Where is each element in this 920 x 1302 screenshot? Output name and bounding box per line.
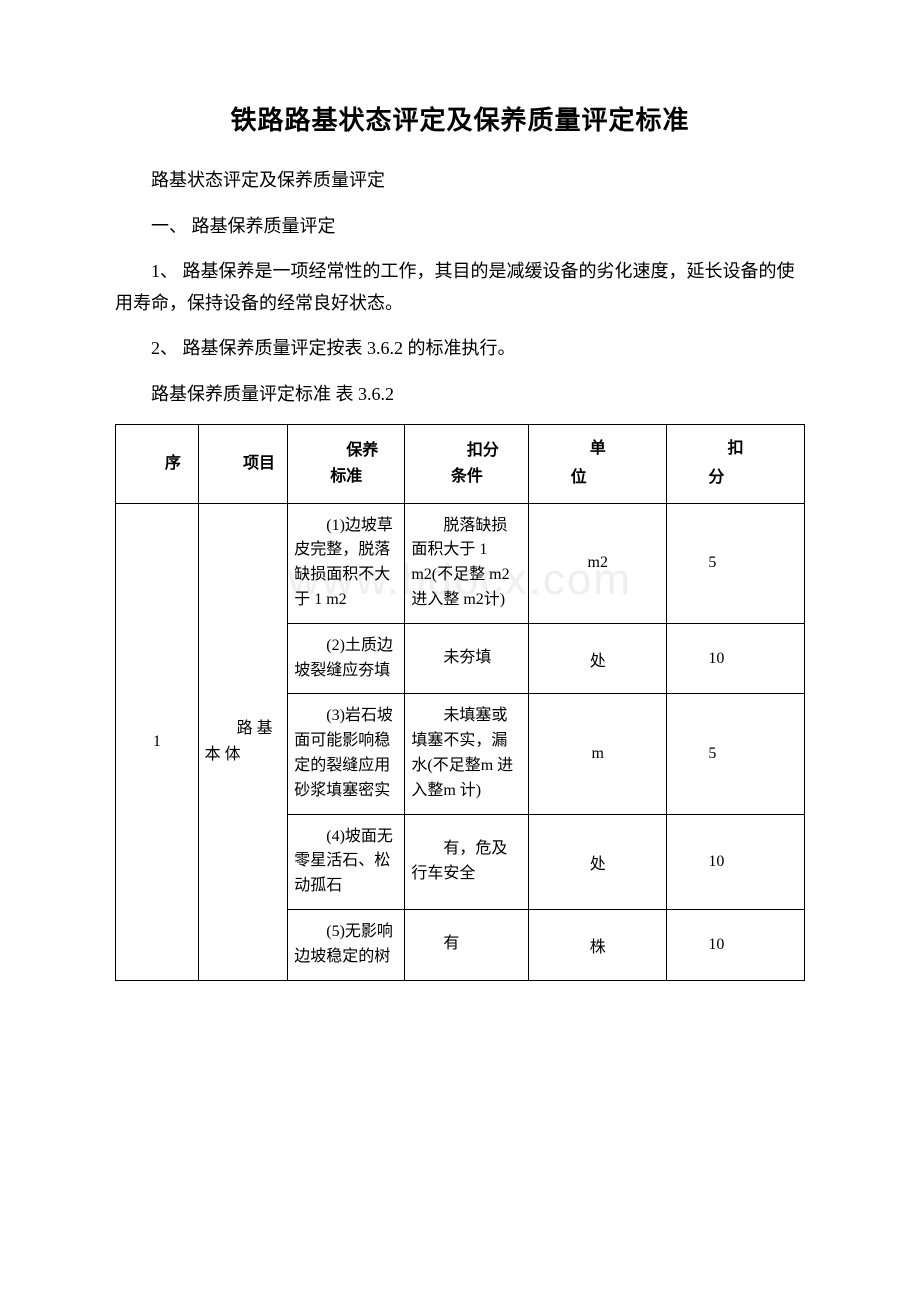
cell-unit: 处 bbox=[529, 623, 667, 694]
cell-unit: m2 bbox=[529, 503, 667, 623]
cell-condition: 未填塞或填塞不实，漏水(不足整m 进入整m 计) bbox=[405, 694, 529, 814]
cell-standard: (3)岩石坡面可能影响稳定的裂缝应用砂浆填塞密实 bbox=[288, 694, 405, 814]
cell-condition: 脱落缺损面积大于 1 m2(不足整 m2 进入整 m2计) bbox=[405, 503, 529, 623]
cell-unit: 株 bbox=[529, 909, 667, 980]
header-seq: 序 bbox=[116, 425, 199, 504]
paragraph-item-2: 2、 路基保养质量评定按表 3.6.2 的标准执行。 bbox=[115, 333, 805, 365]
cell-score: 5 bbox=[667, 503, 805, 623]
cell-score: 10 bbox=[667, 623, 805, 694]
page-title: 铁路路基状态评定及保养质量评定标准 bbox=[115, 100, 805, 137]
cell-score: 10 bbox=[667, 814, 805, 909]
cell-score: 5 bbox=[667, 694, 805, 814]
cell-seq: 1 bbox=[116, 503, 199, 980]
paragraph-subtitle: 路基状态评定及保养质量评定 bbox=[115, 165, 805, 197]
header-standard: 保养 标准 bbox=[288, 425, 405, 504]
header-condition: 扣分 条件 bbox=[405, 425, 529, 504]
cell-standard: (5)无影响边坡稳定的树 bbox=[288, 909, 405, 980]
paragraph-item-1: 1、 路基保养是一项经常性的工作，其目的是减缓设备的劣化速度，延长设备的使用寿命… bbox=[115, 256, 805, 319]
cell-unit: m bbox=[529, 694, 667, 814]
table-row: 1 路 基本 体 (1)边坡草皮完整，脱落缺损面积不大于 1 m2 脱落缺损面积… bbox=[116, 503, 805, 623]
header-project: 项目 bbox=[198, 425, 288, 504]
cell-condition: 未夯填 bbox=[405, 623, 529, 694]
cell-condition: 有 bbox=[405, 909, 529, 980]
cell-unit: 处 bbox=[529, 814, 667, 909]
cell-standard: (2)土质边坡裂缝应夯填 bbox=[288, 623, 405, 694]
header-unit: 单 位 bbox=[529, 425, 667, 504]
evaluation-table: 序 项目 保养 标准 扣分 条件 单 位 扣 分 1 路 bbox=[115, 424, 805, 981]
cell-standard: (4)坡面无零星活石、松动孤石 bbox=[288, 814, 405, 909]
table-header-row: 序 项目 保养 标准 扣分 条件 单 位 扣 分 bbox=[116, 425, 805, 504]
document-content: 铁路路基状态评定及保养质量评定标准 路基状态评定及保养质量评定 一、 路基保养质… bbox=[115, 100, 805, 981]
paragraph-section-1: 一、 路基保养质量评定 bbox=[115, 211, 805, 243]
cell-project: 路 基本 体 bbox=[198, 503, 288, 980]
cell-score: 10 bbox=[667, 909, 805, 980]
paragraph-table-caption: 路基保养质量评定标准 表 3.6.2 bbox=[115, 379, 805, 411]
header-score: 扣 分 bbox=[667, 425, 805, 504]
cell-condition: 有，危及行车安全 bbox=[405, 814, 529, 909]
cell-standard: (1)边坡草皮完整，脱落缺损面积不大于 1 m2 bbox=[288, 503, 405, 623]
